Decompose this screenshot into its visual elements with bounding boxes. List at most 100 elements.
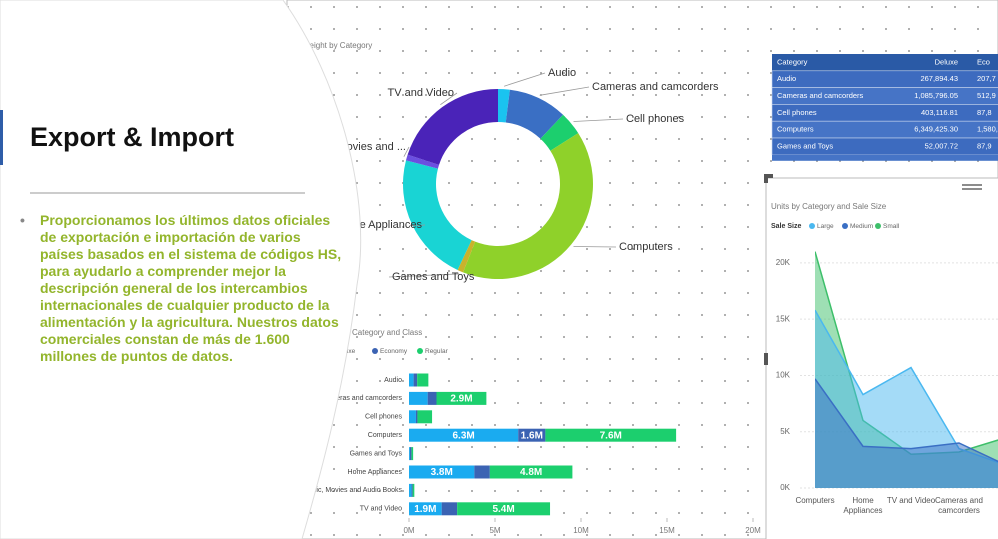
bar-segment	[409, 410, 416, 424]
donut-label: Computers	[619, 241, 673, 253]
category-label: Audio	[384, 377, 402, 384]
leader-line	[539, 86, 590, 96]
area-title: Units by Category and Sale Size	[771, 202, 887, 211]
category-label: TV and Video	[360, 506, 402, 513]
bar-segment	[409, 483, 412, 497]
x-tick-label: 15M	[659, 526, 675, 535]
table-cell: 403,116.81	[921, 108, 958, 117]
table-cell: 1,580,3	[977, 125, 998, 134]
table-cell: 52,007.72	[925, 141, 958, 150]
area-legend-title: Sale Size	[771, 223, 801, 230]
area-fill	[815, 378, 998, 488]
bars-title: Category and Class	[352, 328, 422, 337]
bullet: • Proporcionamos los últimos datos oficia…	[20, 212, 342, 365]
legend-dot	[417, 348, 423, 354]
value-label: 7.6M	[600, 430, 622, 441]
table-cell: Cameras and camcorders	[777, 91, 864, 100]
value-label: 4.8M	[520, 467, 542, 478]
table-header-cell: Category	[777, 57, 808, 66]
table-cell: Audio	[777, 74, 796, 83]
bar-segment	[415, 410, 418, 424]
slide-title: Export & Import	[30, 122, 235, 152]
bar-segment	[411, 483, 413, 497]
x-tick-label: Home Appliances	[843, 496, 883, 515]
x-tick-label: 0M	[403, 526, 414, 535]
donut-slice	[498, 89, 510, 123]
category-label: Home Appliances	[348, 469, 403, 476]
x-tick-label: 10M	[573, 526, 589, 535]
bullet-text: Proporcionamos los últimos datos oficial…	[40, 212, 342, 364]
bar-segment	[412, 483, 415, 497]
donut-slice	[405, 154, 440, 169]
bar-segment	[409, 447, 410, 461]
bar-segment	[489, 465, 573, 479]
donut-slice	[457, 240, 476, 273]
leader-line	[388, 273, 460, 278]
y-tick-label: 10K	[776, 371, 791, 380]
donut-label: Games and Toys	[392, 271, 475, 283]
donut-label: Cameras and camcorders	[592, 81, 719, 93]
category-label: Cameras and camcorders	[321, 395, 402, 402]
donut-slice	[407, 89, 498, 165]
leader-line	[573, 118, 624, 122]
table-cell: 87,9	[977, 141, 992, 150]
table-cell: 207,7	[977, 74, 996, 83]
x-tick-label: Computers	[795, 496, 835, 505]
donut-title: Freight by Category	[302, 41, 372, 50]
donut-label: Cell phones	[626, 113, 685, 125]
legend-dot	[372, 348, 378, 354]
table-cell: 6,349,425.30	[914, 125, 958, 134]
handle	[764, 174, 773, 178]
bar-segment	[457, 502, 551, 516]
legend-label: Large	[817, 223, 834, 230]
category-label: Computers	[368, 432, 403, 439]
table-row	[772, 154, 998, 161]
handle	[764, 353, 768, 365]
menu-icon	[962, 184, 982, 190]
bar-segment	[518, 428, 546, 442]
bar-segment	[427, 391, 437, 405]
table-cell: Computers	[777, 125, 814, 134]
legend-dot	[875, 223, 881, 229]
donut-label: TV and Video	[388, 87, 454, 99]
value-label: 6.3M	[452, 430, 474, 441]
table-cell: Cell phones	[777, 108, 817, 117]
handle	[764, 174, 768, 183]
table-header-cell: Eco	[977, 57, 990, 66]
table-cell: 1,085,796.05	[914, 91, 958, 100]
bar-segment	[409, 465, 475, 479]
value-label: 1.6M	[521, 430, 543, 441]
value-label: 1.9M	[414, 504, 436, 515]
category-label: Games and Toys	[350, 450, 403, 457]
value-label: 2.9M	[450, 394, 472, 405]
legend-label: Regular	[425, 348, 449, 355]
bar-segment	[409, 502, 442, 516]
leader-line	[403, 146, 410, 157]
bullet-dot: •	[20, 212, 25, 228]
bar-segment	[545, 428, 677, 442]
y-tick-label: 0K	[780, 483, 790, 492]
donut-slice	[463, 133, 593, 279]
legend-dot	[809, 223, 815, 229]
table-cell: 512,9	[977, 91, 996, 100]
table-header	[772, 54, 998, 71]
legend-label: Economy	[380, 348, 408, 355]
area-line	[815, 378, 998, 463]
x-tick-label: Cameras and camcorders	[934, 496, 984, 515]
bar-segment	[409, 373, 414, 387]
accent-bar	[0, 110, 3, 165]
leader-line	[504, 72, 546, 87]
legend-dot	[842, 223, 848, 229]
donut-slice	[403, 160, 472, 270]
leader-line	[573, 246, 617, 248]
donut-label: Movies and ...	[338, 141, 406, 153]
x-tick-label: 5M	[489, 526, 500, 535]
table-header-cell: Deluxe	[935, 57, 958, 66]
bar-segment	[409, 391, 428, 405]
legend-label: Small	[883, 223, 900, 230]
value-label: 3.8M	[431, 467, 453, 478]
donut-label: Audio	[548, 67, 576, 79]
donut-slice	[505, 89, 564, 139]
y-tick-label: 20K	[776, 258, 791, 267]
